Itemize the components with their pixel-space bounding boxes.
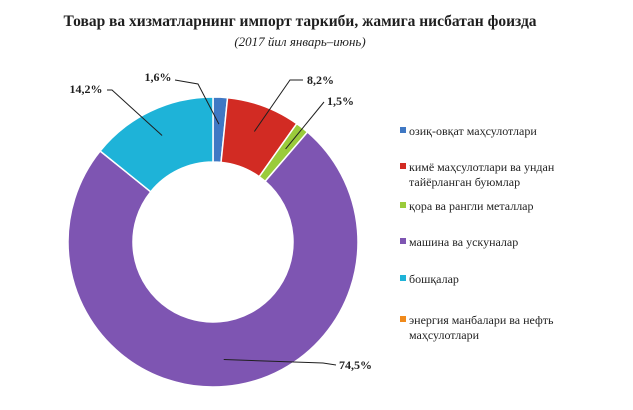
chart-title: Товар ва хизматларнинг импорт таркиби, ж… xyxy=(63,13,536,30)
data-label-3: 74,5% xyxy=(339,358,372,372)
leader-line-3 xyxy=(223,359,337,366)
slice-3 xyxy=(67,130,359,388)
slice-4 xyxy=(99,96,214,193)
data-labels: 1,6% 8,2% 1,5% 74,5% 14,2% xyxy=(70,70,373,372)
data-label-1: 8,2% xyxy=(307,73,334,87)
legend-swatch-2 xyxy=(400,202,406,208)
legend-label-0: озиқ-овқат маҳсулотлари xyxy=(409,124,537,138)
legend-swatch-0 xyxy=(400,127,406,133)
legend-label-3: машина ва ускуналар xyxy=(409,235,518,249)
data-label-0: 1,6% xyxy=(145,70,172,84)
data-label-2: 1,5% xyxy=(327,94,354,108)
legend-label-1-line1: тайёрланган буюмлар xyxy=(409,175,520,189)
legend-swatch-5 xyxy=(400,316,406,322)
legend-swatch-1 xyxy=(400,163,406,169)
legend: озиқ-овқат маҳсулотлари кимё маҳсулотлари… xyxy=(400,124,555,342)
legend-label-5: энергия манбалари ва нефть xyxy=(409,313,554,327)
leader-line-2 xyxy=(285,101,325,150)
legend-label-2: қора ва рангли металлар xyxy=(409,199,534,213)
leader-line-4 xyxy=(107,89,163,136)
legend-label-1: кимё маҳсулотлари ва ундан xyxy=(409,160,555,174)
legend-label-4: бошқалар xyxy=(409,272,459,286)
donut-slices xyxy=(67,96,359,388)
leader-line-1 xyxy=(253,79,303,132)
legend-label-5-line1: маҳсулотлари xyxy=(409,328,480,342)
leader-line-0 xyxy=(174,79,220,125)
legend-swatch-3 xyxy=(400,238,406,244)
legend-swatch-4 xyxy=(400,275,406,281)
chart-subtitle: (2017 йил январь–июнь) xyxy=(234,34,365,49)
leader-lines xyxy=(107,79,337,366)
data-label-4: 14,2% xyxy=(70,82,103,96)
